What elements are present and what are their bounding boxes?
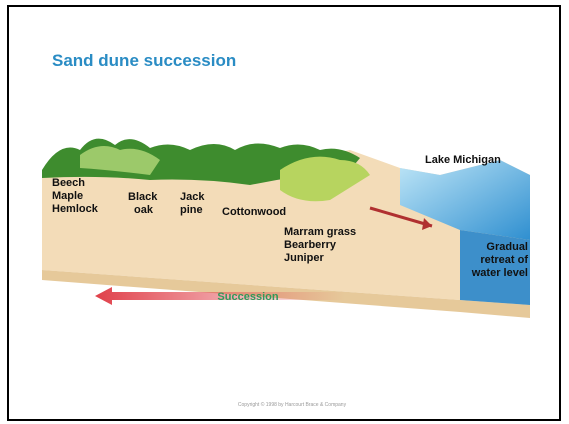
- zone-label: Beech: [52, 177, 85, 189]
- zone-label: pine: [180, 204, 203, 216]
- zone-label: Hemlock: [52, 203, 99, 215]
- zone-label: Black: [128, 191, 158, 203]
- lake-label: Lake Michigan: [425, 154, 501, 166]
- zone-label: Maple: [52, 190, 83, 202]
- zone-label: Cottonwood: [222, 206, 286, 218]
- slide: Sand dune succession Beech Maple Hemlock…: [0, 0, 569, 424]
- retreat-label: water level: [471, 267, 528, 279]
- footer: Copyright © 1998 by Harcourt Brace & Com…: [238, 401, 347, 408]
- arrow-label: Succession: [217, 291, 278, 303]
- retreat-label: Gradual: [486, 241, 528, 253]
- zone-label: Juniper: [284, 252, 324, 264]
- zone-label: oak: [134, 204, 154, 216]
- title: Sand dune succession: [52, 51, 236, 70]
- zone-label: Marram grass: [284, 226, 356, 238]
- retreat-label: retreat of: [480, 254, 528, 266]
- zone-label: Bearberry: [284, 239, 337, 251]
- zone-label: Jack: [180, 191, 205, 203]
